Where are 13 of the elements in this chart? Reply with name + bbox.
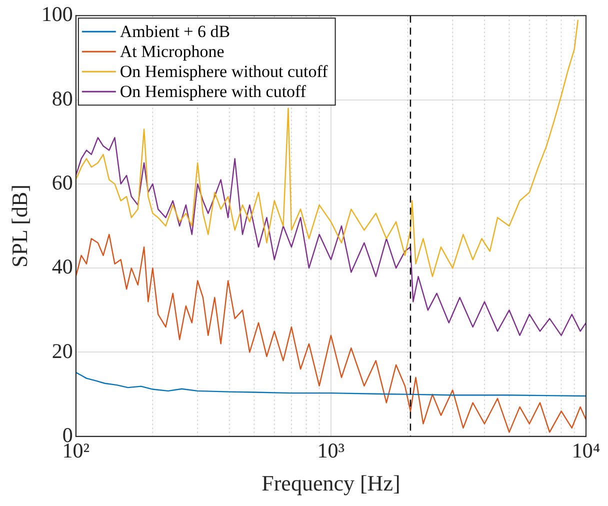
y-axis-title: SPL [dB] <box>6 184 32 268</box>
legend-label: At Microphone <box>120 42 224 62</box>
y-tick-label: 20 <box>52 338 73 363</box>
y-tick-label: 40 <box>52 254 73 279</box>
x-axis-title: Frequency [Hz] <box>262 470 400 496</box>
x-tick-label: 10³ <box>317 438 345 463</box>
y-tick-label: 100 <box>41 2 73 26</box>
x-tick-label: 10⁴ <box>572 438 600 463</box>
y-tick-label: 60 <box>52 170 73 194</box>
legend-label: On Hemisphere without cutoff <box>120 62 328 82</box>
y-tick-label: 80 <box>52 86 73 110</box>
legend-label: Ambient + 6 dB <box>120 22 230 42</box>
legend-label: On Hemisphere with cutoff <box>120 82 306 102</box>
